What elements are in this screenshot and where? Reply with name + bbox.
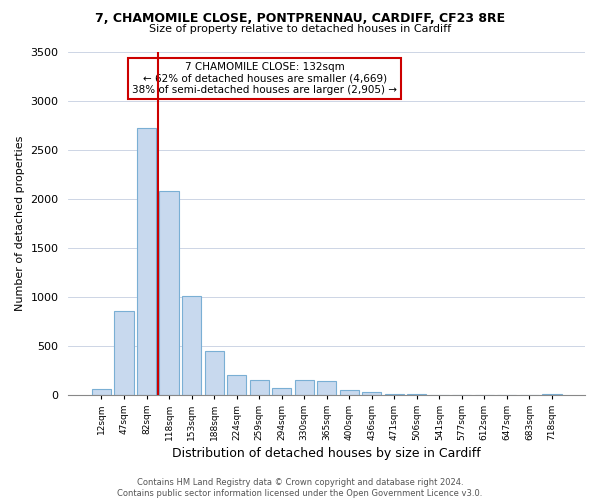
X-axis label: Distribution of detached houses by size in Cardiff: Distribution of detached houses by size …: [172, 447, 481, 460]
Bar: [317, 381, 336, 394]
Text: Size of property relative to detached houses in Cardiff: Size of property relative to detached ho…: [149, 24, 451, 34]
Bar: [272, 388, 291, 394]
Bar: [115, 311, 134, 394]
Bar: [182, 296, 201, 394]
Bar: [362, 392, 382, 394]
Text: 7 CHAMOMILE CLOSE: 132sqm
← 62% of detached houses are smaller (4,669)
38% of se: 7 CHAMOMILE CLOSE: 132sqm ← 62% of detac…: [132, 62, 397, 95]
Bar: [92, 390, 111, 394]
Bar: [205, 350, 224, 395]
Y-axis label: Number of detached properties: Number of detached properties: [15, 136, 25, 311]
Text: 7, CHAMOMILE CLOSE, PONTPRENNAU, CARDIFF, CF23 8RE: 7, CHAMOMILE CLOSE, PONTPRENNAU, CARDIFF…: [95, 12, 505, 26]
Bar: [340, 390, 359, 394]
Bar: [295, 380, 314, 394]
Bar: [227, 374, 246, 394]
Bar: [250, 380, 269, 394]
Bar: [137, 128, 156, 394]
Text: Contains HM Land Registry data © Crown copyright and database right 2024.
Contai: Contains HM Land Registry data © Crown c…: [118, 478, 482, 498]
Bar: [160, 190, 179, 394]
